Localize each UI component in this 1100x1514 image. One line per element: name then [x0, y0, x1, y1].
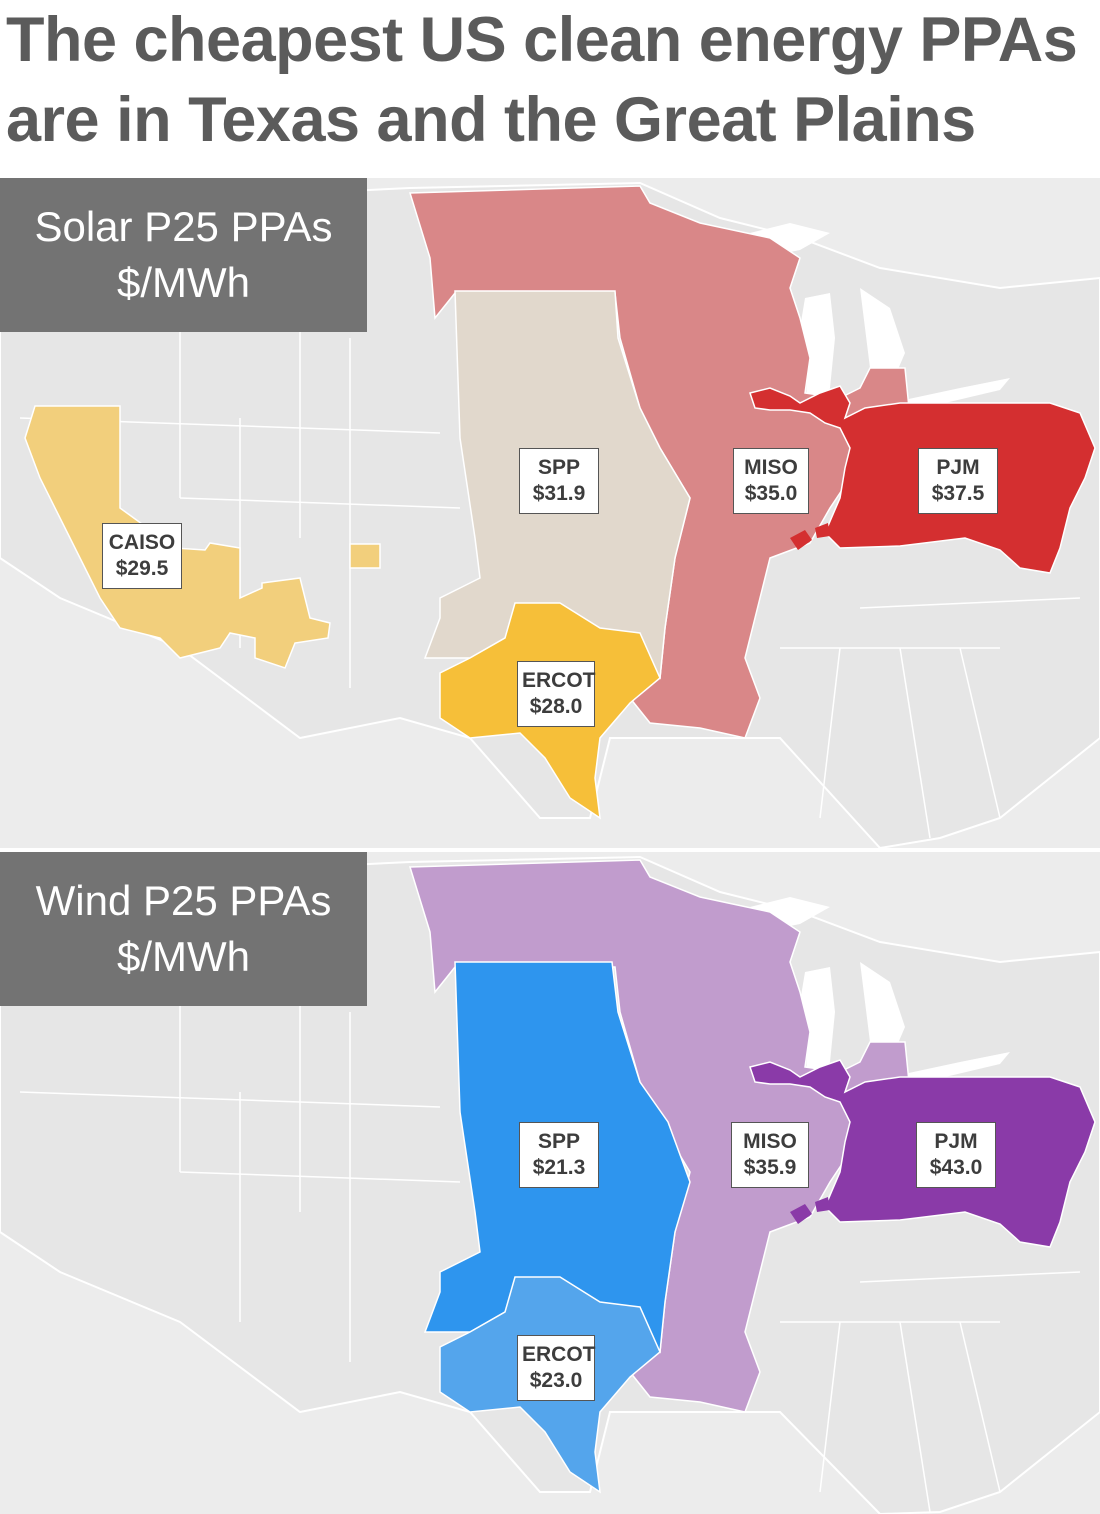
region-label-spp: SPP $21.3: [519, 1122, 599, 1188]
region-label-pjm: PJM $37.5: [918, 448, 998, 514]
region-value: $31.9: [532, 482, 586, 505]
lake-michigan: [800, 967, 835, 1092]
title-line-1: The cheapest US clean energy PPAs: [6, 5, 1078, 75]
lake-michigan: [800, 293, 835, 418]
region-label-miso: MISO $35.0: [733, 448, 809, 514]
region-label-caiso: CAISO $29.5: [102, 523, 182, 589]
page-title: The cheapest US clean energy PPAs are in…: [6, 0, 1096, 160]
region-label-ercot: ERCOT $23.0: [517, 1335, 596, 1401]
region-value: $35.9: [743, 1156, 797, 1179]
region-value: $43.0: [929, 1156, 983, 1179]
region-name: SPP: [537, 456, 581, 479]
wind-legend: Wind P25 PPAs $/MWh: [0, 852, 367, 1006]
legend-title: Wind P25 PPAs: [35, 877, 332, 924]
wind-ppa-map: Wind P25 PPAs $/MWh SPP $21.3 MISO $35.9…: [0, 852, 1100, 1514]
region-name: MISO: [743, 1130, 797, 1153]
region-label-miso: MISO $35.9: [731, 1122, 809, 1188]
region-value: $21.3: [532, 1156, 586, 1179]
legend-units: $/MWh: [116, 259, 250, 306]
region-value: $35.0: [744, 482, 798, 505]
region-name: CAISO: [108, 531, 176, 554]
region-name: MISO: [744, 456, 798, 479]
region-name: ERCOT: [522, 669, 596, 692]
region-name: SPP: [537, 1130, 581, 1153]
legend-title: Solar P25 PPAs: [34, 203, 333, 250]
solar-ppa-map: Solar P25 PPAs $/MWh CAISO $29.5 SPP $31…: [0, 178, 1100, 848]
region-value: $29.5: [115, 557, 169, 580]
legend-units: $/MWh: [116, 933, 250, 980]
wind-pjm-fragment: [790, 1197, 830, 1224]
solar-caiso-island: [349, 543, 381, 569]
region-value: $23.0: [529, 1369, 583, 1392]
lake-huron: [860, 288, 905, 388]
solar-region-caiso: [24, 405, 331, 669]
region-label-ercot: ERCOT $28.0: [517, 661, 596, 727]
region-value: $28.0: [529, 695, 583, 718]
region-name: ERCOT: [522, 1343, 596, 1366]
solar-pjm-fragment: [790, 523, 830, 550]
region-name: PJM: [936, 456, 980, 479]
region-value: $37.5: [931, 482, 985, 505]
solar-legend: Solar P25 PPAs $/MWh: [0, 178, 367, 332]
region-label-spp: SPP $31.9: [519, 448, 599, 514]
region-name: PJM: [934, 1130, 978, 1153]
lake-huron: [860, 962, 905, 1062]
state-borders: [19, 193, 1081, 839]
region-label-pjm: PJM $43.0: [916, 1122, 996, 1188]
title-line-2: are in Texas and the Great Plains: [6, 85, 976, 155]
